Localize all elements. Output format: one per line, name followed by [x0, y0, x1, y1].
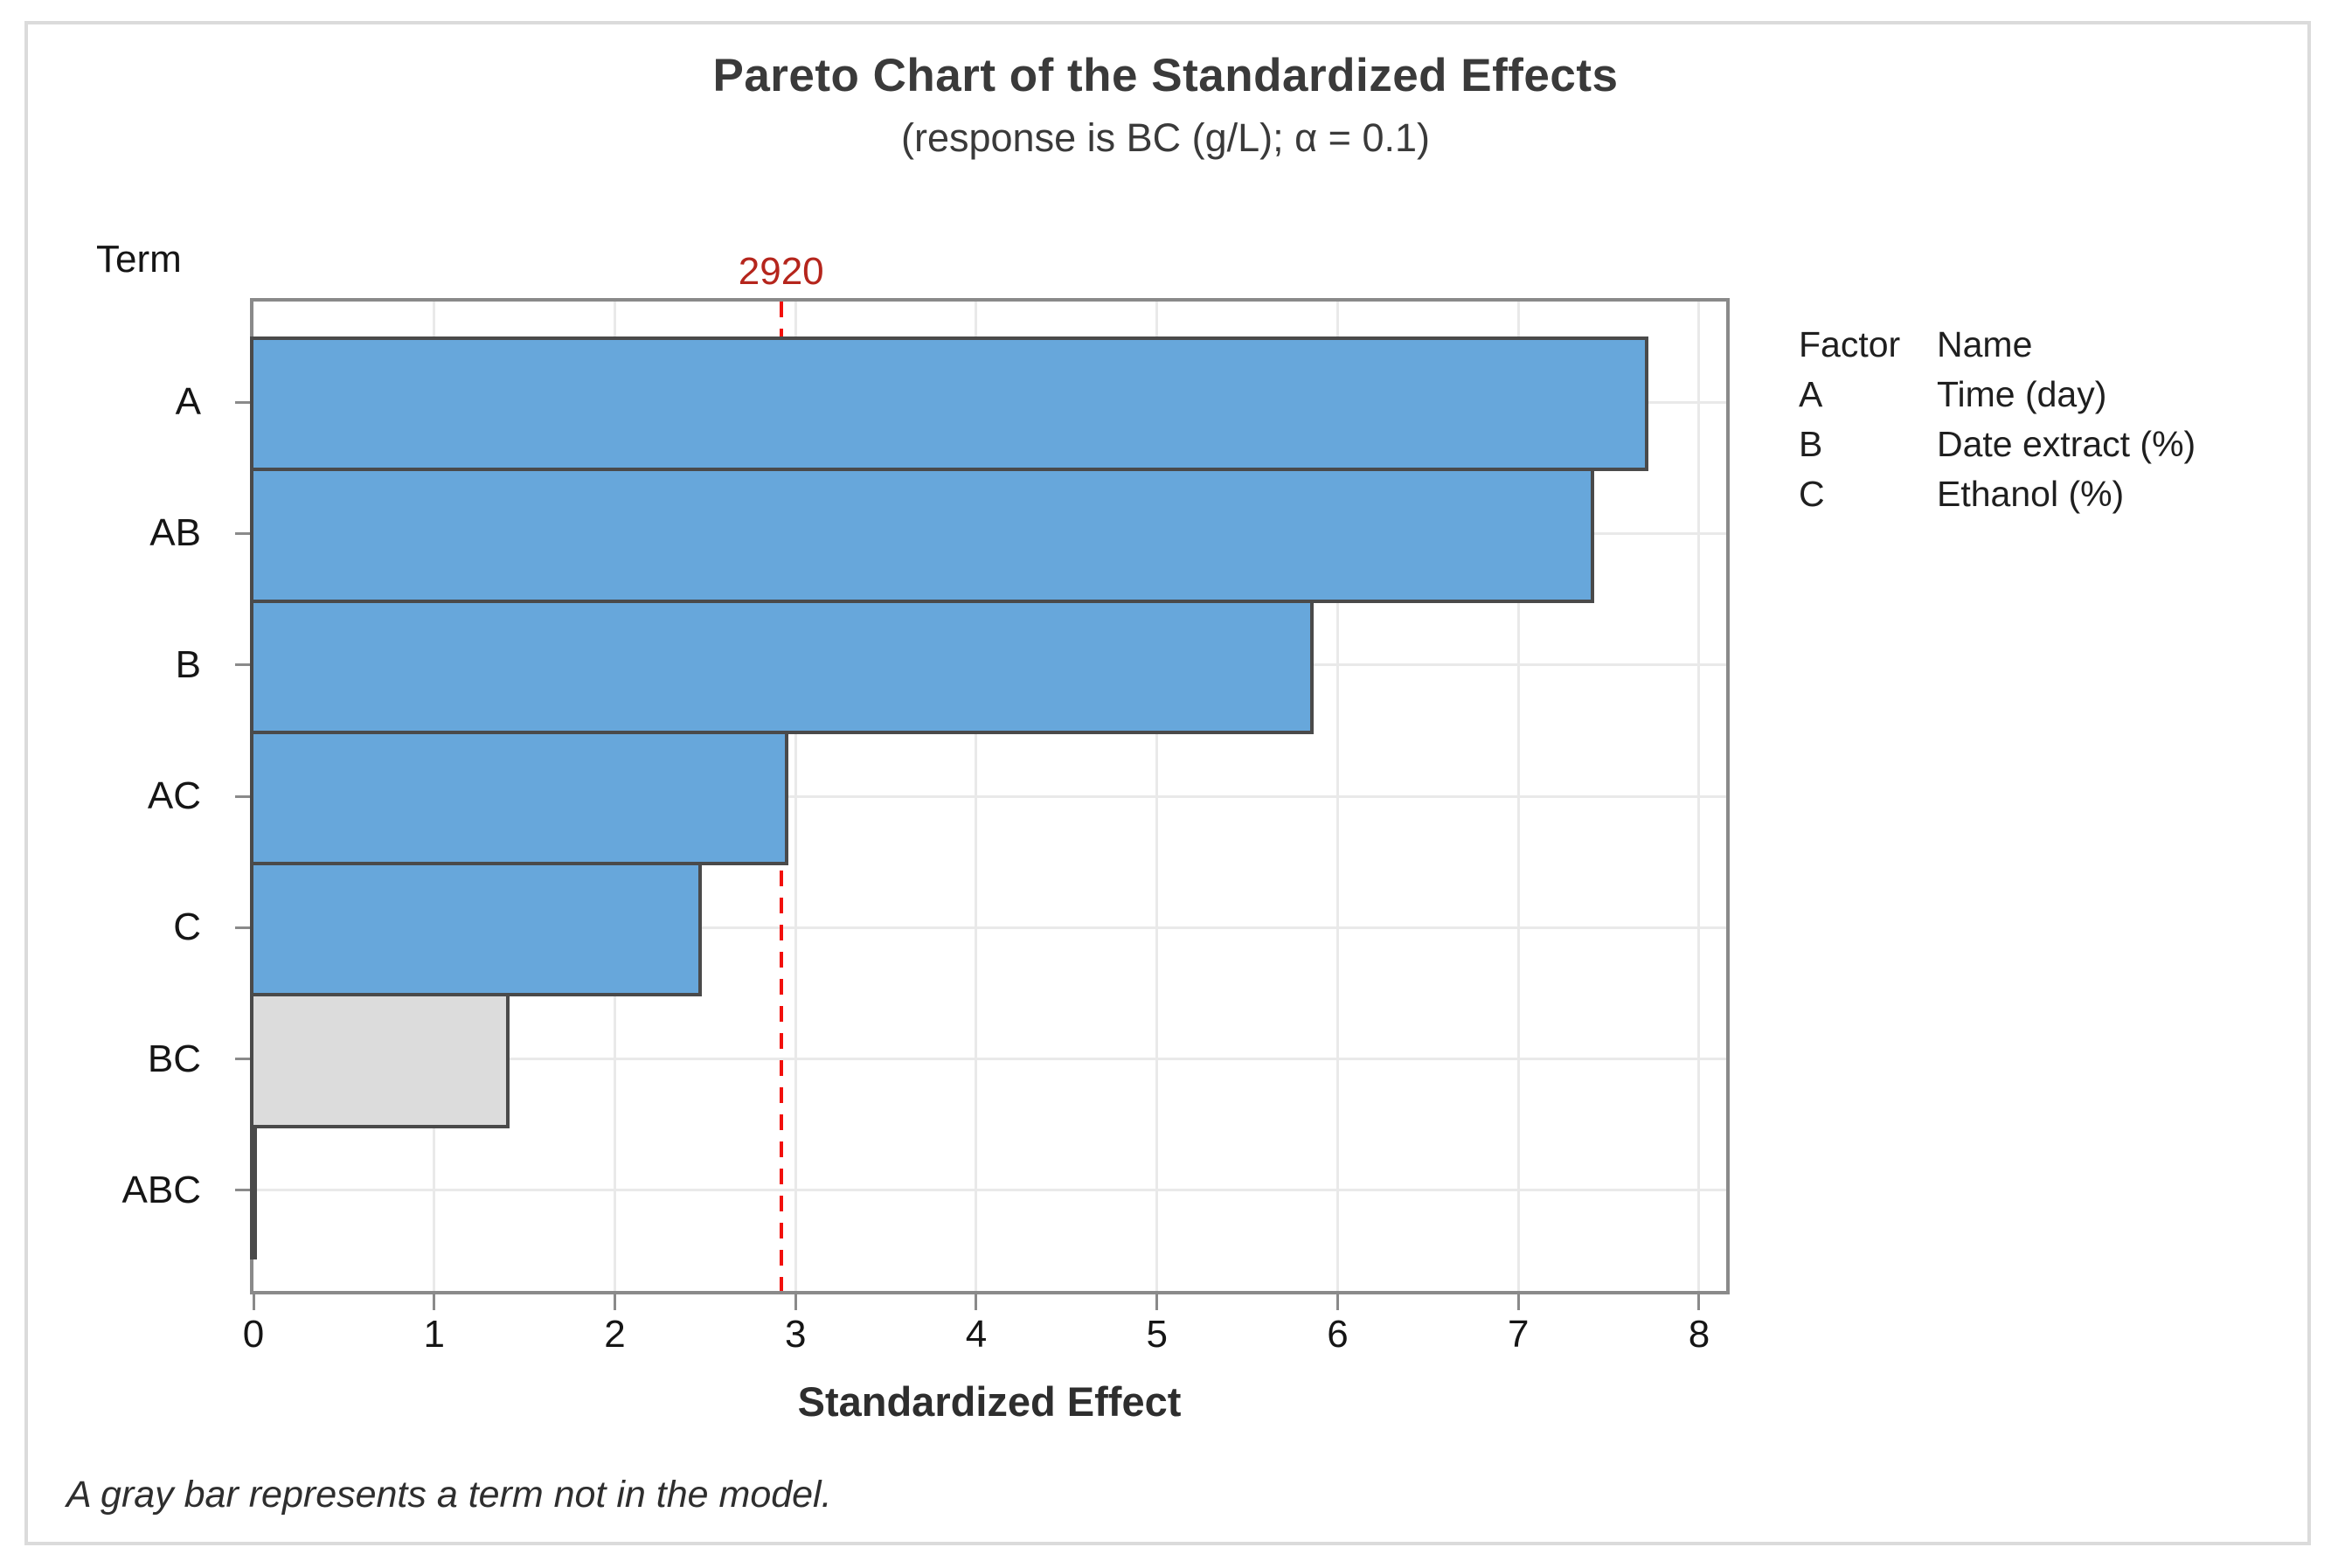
x-tick-0 [252, 1294, 255, 1310]
y-tick-AC [235, 794, 251, 798]
chart-title: Pareto Chart of the Standardized Effects [712, 50, 1619, 101]
x-tick-1 [433, 1294, 436, 1310]
y-tick-ABC [235, 1189, 251, 1192]
y-label-A: A [175, 380, 201, 424]
factor-legend: Factor Name A Time (day) B Date extract … [1799, 327, 2196, 512]
y-tick-B [235, 663, 251, 667]
gridline-row-BC [253, 1058, 1726, 1061]
plot-area [250, 298, 1730, 1294]
y-tick-A [235, 400, 251, 404]
chart-subtitle: (response is BC (g/L); α = 0.1) [901, 115, 1430, 160]
bar-B [250, 599, 1315, 734]
bar-C [250, 862, 702, 997]
y-axis-title: Term [96, 238, 182, 281]
x-tick-7 [1516, 1294, 1520, 1310]
y-tick-BC [235, 1058, 251, 1061]
bar-BC [250, 993, 510, 1128]
gridline-row-C [253, 926, 1726, 929]
x-tick-3 [794, 1294, 797, 1310]
y-label-B: B [175, 642, 201, 686]
y-label-C: C [173, 905, 201, 949]
x-tick-5 [1155, 1294, 1159, 1310]
legend-factor-c: C [1799, 474, 1825, 514]
legend-name-header: Name [1937, 324, 2033, 364]
bar-AC [250, 730, 788, 866]
footnote: A gray bar represents a term not in the … [66, 1474, 832, 1516]
reference-line-label: 2920 [738, 250, 824, 293]
y-label-AC: AC [147, 774, 201, 817]
x-tick-label-4: 4 [965, 1313, 988, 1356]
gridline-row-AC [253, 794, 1726, 798]
x-tick-label-7: 7 [1507, 1313, 1530, 1356]
bar-ABC [250, 1124, 257, 1259]
x-tick-label-8: 8 [1688, 1313, 1710, 1356]
y-label-AB: AB [149, 511, 201, 555]
x-tick-label-6: 6 [1327, 1313, 1349, 1356]
y-tick-AB [235, 531, 251, 535]
x-tick-label-1: 1 [423, 1313, 445, 1356]
legend-factor-a: A [1799, 374, 1823, 414]
legend-name-b: Date extract (%) [1937, 424, 2196, 464]
legend-name-a: Time (day) [1937, 374, 2107, 414]
legend-factor-header: Factor [1799, 324, 1901, 364]
y-tick-C [235, 926, 251, 929]
x-axis-title: Standardized Effect [797, 1378, 1182, 1425]
legend-name-c: Ethanol (%) [1937, 474, 2125, 514]
x-tick-label-0: 0 [242, 1313, 265, 1356]
bar-A [250, 336, 1648, 472]
legend-factor-b: B [1799, 424, 1823, 464]
y-label-ABC: ABC [121, 1168, 201, 1211]
x-tick-2 [613, 1294, 616, 1310]
y-label-BC: BC [147, 1037, 201, 1080]
x-tick-6 [1335, 1294, 1339, 1310]
x-tick-label-5: 5 [1146, 1313, 1168, 1356]
x-tick-label-2: 2 [604, 1313, 626, 1356]
x-tick-8 [1697, 1294, 1701, 1310]
bar-AB [250, 468, 1594, 603]
x-tick-4 [975, 1294, 978, 1310]
x-tick-label-3: 3 [784, 1313, 807, 1356]
gridline-row-ABC [253, 1189, 1726, 1192]
